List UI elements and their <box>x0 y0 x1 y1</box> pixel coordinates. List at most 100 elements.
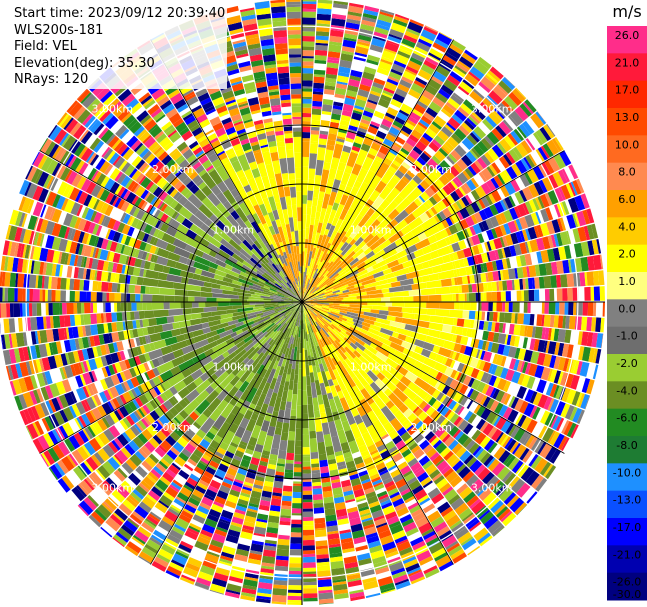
ray-gate <box>420 63 435 76</box>
ray-gate <box>423 150 432 159</box>
ray-gate <box>452 178 461 188</box>
ray-gate <box>339 59 352 69</box>
ray-gate <box>321 236 331 252</box>
ray-gate <box>432 70 447 83</box>
ray-gate <box>356 273 368 281</box>
ray-gate <box>302 61 314 66</box>
ray-gate <box>340 253 348 262</box>
ray-gate <box>520 158 530 171</box>
ray-gate <box>381 118 393 128</box>
ray-gate <box>482 118 494 131</box>
ray-gate <box>431 155 441 165</box>
ray-gate <box>90 291 97 302</box>
ray-gate <box>429 184 438 194</box>
ray-gate <box>536 379 547 394</box>
ray-gate <box>454 188 464 199</box>
ray-gate <box>478 81 491 93</box>
ray-gate <box>489 311 494 322</box>
ray-gate <box>272 588 287 596</box>
ray-gate <box>470 214 478 225</box>
ray-gate <box>394 219 408 232</box>
ray-gate <box>9 272 17 287</box>
ray-gate <box>397 83 410 93</box>
ray-gate <box>398 47 412 56</box>
ray-gate <box>469 275 473 284</box>
ray-gate <box>200 317 209 324</box>
ray-gate <box>63 315 71 327</box>
ray-gate <box>321 298 336 301</box>
ray-gate <box>312 100 323 107</box>
ray-gate <box>490 177 500 189</box>
ray-gate <box>376 216 392 231</box>
ray-gate <box>388 230 404 244</box>
ray-gate <box>373 110 385 120</box>
ray-gate <box>84 302 91 314</box>
ray-gate <box>522 266 528 278</box>
ray-gate <box>287 602 302 605</box>
ray-gate <box>449 70 464 83</box>
ray-gate <box>302 286 304 302</box>
ray-gate <box>470 189 481 201</box>
ray-gate <box>499 237 506 248</box>
ray-gate <box>505 166 518 180</box>
ray-gate <box>355 545 369 552</box>
ray-gate <box>452 293 457 302</box>
ray-gate <box>454 302 460 310</box>
ray-gate <box>73 279 80 291</box>
ray-gate <box>441 219 450 229</box>
ray-gate <box>462 78 475 90</box>
ray-gate <box>327 261 334 268</box>
ray-gate <box>387 151 397 158</box>
ray-gate <box>381 248 398 260</box>
ray-gate <box>534 264 541 277</box>
ray-gate <box>312 197 319 207</box>
ray-gate <box>378 145 390 156</box>
ray-gate <box>586 317 593 332</box>
ray-gate <box>390 281 401 288</box>
ray-gate <box>303 535 315 541</box>
ray-gate <box>382 227 398 241</box>
ray-gate <box>555 302 560 315</box>
ray-gate <box>316 19 331 25</box>
ray-gate <box>381 225 391 235</box>
ray-gate <box>427 78 442 91</box>
ray-gate <box>473 60 489 75</box>
ray-gate <box>499 170 510 184</box>
ray-gate <box>393 194 404 205</box>
ray-gate <box>340 241 349 252</box>
ray-gate <box>381 56 394 63</box>
ray-gate <box>529 239 539 253</box>
ray-gate <box>463 247 472 258</box>
ray-gate <box>523 313 531 325</box>
ray-gate <box>541 162 551 176</box>
ray-gate <box>466 117 477 128</box>
ray-gate <box>318 267 326 278</box>
ray-gate <box>457 106 470 118</box>
ray-gate <box>276 548 289 557</box>
ray-gate <box>547 156 561 172</box>
ray-gate <box>421 261 430 269</box>
ray-gate <box>559 231 570 246</box>
ray-gate <box>509 110 524 126</box>
ray-gate <box>582 209 591 225</box>
ray-gate <box>508 91 522 106</box>
ray-gate <box>473 144 485 157</box>
ray-gate <box>487 271 494 282</box>
ray-gate <box>324 228 330 236</box>
ray-gate <box>495 259 504 271</box>
ray-gate <box>512 146 523 160</box>
ray-gate <box>353 298 367 302</box>
ray-gate <box>501 100 514 113</box>
ray-gate <box>45 303 49 316</box>
ray-gate <box>198 302 206 308</box>
ray-gate <box>312 481 322 487</box>
ray-gate <box>302 31 315 37</box>
ray-gate <box>544 160 555 174</box>
ray-gate <box>475 200 483 211</box>
ray-gate <box>309 286 318 295</box>
ray-gate <box>550 261 558 275</box>
ray-gate <box>336 136 346 140</box>
ray-gate <box>385 302 393 307</box>
ray-gate <box>308 258 314 274</box>
ray-gate <box>302 132 311 139</box>
